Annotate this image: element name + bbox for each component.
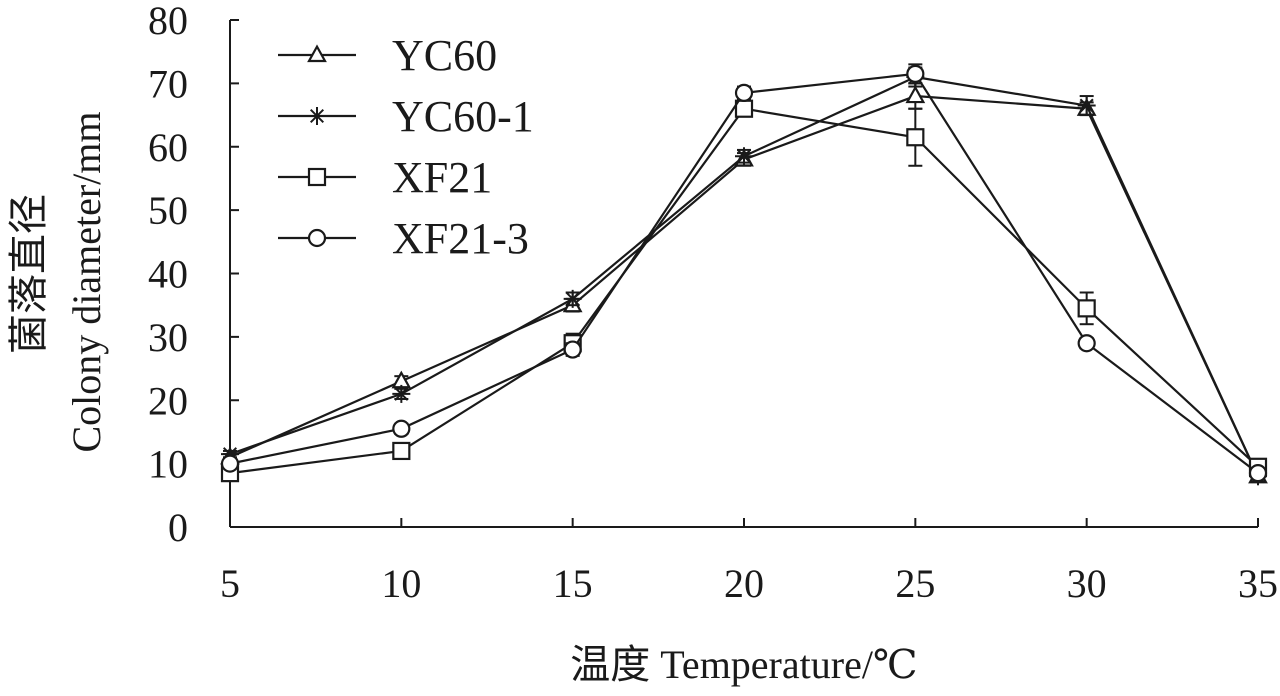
data-point-xf21 bbox=[1077, 299, 1096, 318]
x-tick-label: 25 bbox=[895, 561, 935, 606]
y-tick-label: 10 bbox=[148, 442, 188, 487]
y-tick-label: 60 bbox=[148, 125, 188, 170]
series-line-xf21-3 bbox=[229, 72, 1259, 475]
legend-marker-xf21 bbox=[307, 167, 327, 187]
legend-label: YC60-1 bbox=[392, 92, 534, 141]
data-point-xf21-3 bbox=[734, 83, 754, 102]
data-point-yc60-1 bbox=[563, 289, 582, 308]
data-point-yc60-1 bbox=[1077, 96, 1096, 115]
data-point-yc60 bbox=[905, 85, 926, 104]
data-point-xf21 bbox=[392, 441, 411, 461]
legend-item-xf21-3: XF21-3 bbox=[278, 214, 529, 263]
data-point-xf21-3 bbox=[1077, 334, 1096, 353]
x-axis-title: 温度 Temperature/℃ bbox=[570, 642, 917, 687]
x-tick-label: 35 bbox=[1238, 561, 1278, 606]
x-tick-label: 15 bbox=[553, 561, 593, 606]
series-yc60-1 bbox=[221, 66, 1267, 486]
series-xf21-3 bbox=[220, 63, 1268, 483]
y-tick-label: 80 bbox=[148, 0, 188, 43]
data-point-xf21-3 bbox=[220, 454, 240, 473]
legend: YC60 YC60-1 XF21 XF21-3 bbox=[278, 31, 534, 263]
y-tick-label: 40 bbox=[148, 252, 188, 297]
y-tick-label: 70 bbox=[148, 61, 188, 106]
data-point-xf21-3 bbox=[563, 340, 582, 359]
series-layer bbox=[220, 63, 1268, 486]
legend-item-yc60-1: YC60-1 bbox=[278, 92, 534, 141]
data-point-xf21 bbox=[906, 128, 925, 147]
data-point-xf21-3 bbox=[392, 419, 411, 438]
legend-marker-xf21-3 bbox=[307, 228, 327, 248]
y-tick-label: 30 bbox=[148, 315, 188, 360]
series-yc60 bbox=[220, 82, 1268, 484]
legend-marker-yc60-1 bbox=[308, 107, 326, 125]
y-tick-label: 0 bbox=[168, 505, 188, 550]
legend-label: YC60 bbox=[392, 31, 497, 80]
x-tick-label: 20 bbox=[724, 561, 764, 606]
data-point-xf21-3 bbox=[906, 64, 925, 83]
legend-item-yc60: YC60 bbox=[278, 31, 497, 80]
y-tick-label: 50 bbox=[148, 188, 188, 233]
legend-item-xf21: XF21 bbox=[278, 153, 492, 202]
axes: 5 10 15 20 25 30 35 0 10 20 30 40 50 60 70 80 bbox=[148, 0, 1278, 606]
legend-label: XF21 bbox=[392, 153, 492, 202]
legend-marker-yc60 bbox=[307, 44, 327, 63]
x-tick-label: 30 bbox=[1067, 561, 1107, 606]
y-axis-title-en: Colony diameter/mm bbox=[64, 111, 109, 452]
x-tick-label: 10 bbox=[381, 561, 421, 606]
x-tick-label: 5 bbox=[220, 561, 240, 606]
y-axis-title-cn: 菌落直径 bbox=[6, 194, 51, 354]
data-point-yc60-1 bbox=[392, 384, 411, 403]
y-tick-label: 20 bbox=[148, 378, 188, 423]
legend-label: XF21-3 bbox=[392, 214, 529, 263]
data-point-xf21-3 bbox=[1248, 464, 1268, 483]
data-point-yc60-1 bbox=[735, 147, 753, 166]
series-line-yc60-1 bbox=[229, 75, 1259, 477]
